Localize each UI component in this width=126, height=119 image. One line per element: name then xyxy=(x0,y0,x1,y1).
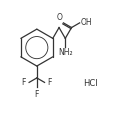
Text: NH₂: NH₂ xyxy=(58,48,73,57)
Text: O: O xyxy=(57,13,63,22)
Text: F: F xyxy=(22,78,26,87)
Text: F: F xyxy=(35,90,39,99)
Text: F: F xyxy=(48,78,52,87)
Text: OH: OH xyxy=(80,18,92,27)
Text: HCl: HCl xyxy=(83,79,98,88)
